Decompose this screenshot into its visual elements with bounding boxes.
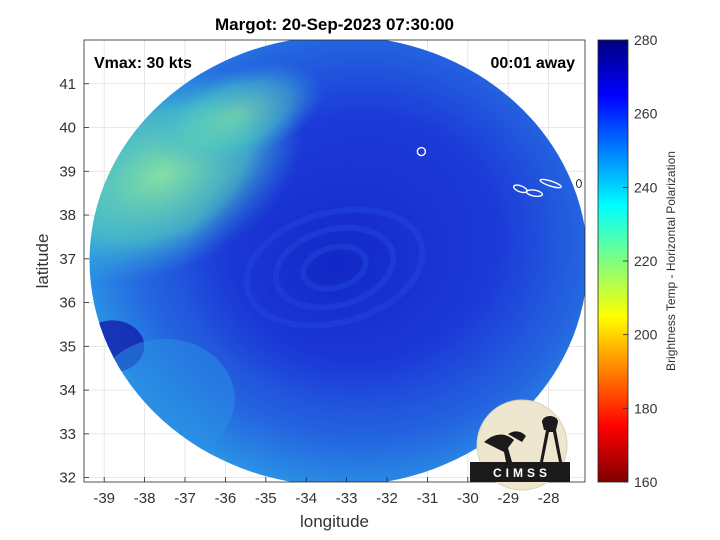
x-axis-label: longitude: [300, 512, 369, 531]
chart-title: Margot: 20-Sep-2023 07:30:00: [215, 15, 454, 34]
colorbar-tick-label: 260: [634, 106, 658, 122]
island-outline: [416, 146, 427, 157]
island-outline: [525, 189, 544, 198]
y-tick-label: 40: [59, 120, 76, 137]
logo-text: CIMSS: [493, 466, 551, 480]
island-outlines: [416, 146, 562, 198]
island-outline: [539, 178, 562, 189]
x-tick-label: -39: [93, 490, 115, 507]
x-tick-label: -29: [497, 490, 519, 507]
y-tick-label: 33: [59, 426, 76, 443]
colorbar-tick-label: 180: [634, 400, 658, 416]
x-tick-label: -28: [538, 490, 560, 507]
cold-core: [184, 137, 485, 398]
colorbar-tick-label: 280: [634, 32, 658, 48]
x-tick-label: -37: [174, 490, 196, 507]
brightness-temperature-swath: [89, 40, 585, 482]
spiral-band: [272, 224, 397, 311]
x-tick-label: -30: [457, 490, 479, 507]
y-tick-label: 35: [59, 338, 76, 355]
y-tick-label: 37: [59, 251, 76, 268]
island-outline: [575, 179, 582, 189]
y-axis-ticks: 32 33 34 35 36 37 38 39 40 41: [59, 76, 89, 487]
colorbar-tick-label: 160: [634, 474, 658, 490]
colorbar-tick-label: 220: [634, 253, 658, 269]
spiral-band: [300, 243, 369, 292]
y-tick-label: 39: [59, 163, 76, 180]
water-tower-icon: [540, 416, 562, 462]
plot-frame: [83, 39, 586, 483]
plot-area: -39 -38 -37 -36 -35 -34 -33 -32 -31 -30 -29 -28 323…: [59, 39, 586, 507]
time-away-annotation: 00:01 away: [490, 55, 575, 72]
x-tick-label: -36: [215, 490, 237, 507]
x-axis-ticks: -39 -38 -37 -36 -35 -34 -33 -32 -31 -30 -29 -28: [93, 477, 559, 507]
colorbar-ticks: 160 180 200 220 240 260 280: [623, 32, 658, 490]
y-tick-label: 32: [59, 470, 76, 487]
x-tick-label: -38: [134, 490, 156, 507]
cimss-logo: CIMSS: [470, 399, 570, 491]
satellite-dish-icon: [484, 431, 526, 462]
x-tick-label: -33: [336, 490, 358, 507]
x-tick-label: -35: [255, 490, 277, 507]
vmax-annotation: Vmax: 30 kts: [94, 55, 192, 72]
warm-region-north: [151, 62, 324, 167]
x-tick-label: -32: [376, 490, 398, 507]
y-axis-label: latitude: [33, 234, 52, 289]
colorbar: 160 180 200 220 240 260 280 Brightness Temp - …: [597, 32, 678, 490]
y-tick-label: 41: [59, 76, 76, 93]
y-tick-label: 36: [59, 295, 76, 312]
colorbar-label: Brightness Temp - Horizontal Polarizatio…: [664, 151, 678, 371]
colorbar-tick-label: 240: [634, 179, 658, 195]
x-tick-label: -34: [295, 490, 317, 507]
spiral-band: [243, 206, 426, 329]
y-tick-label: 38: [59, 207, 76, 224]
colorbar-tick-label: 200: [634, 327, 658, 343]
x-tick-label: -31: [417, 490, 439, 507]
spiral-bands: [243, 206, 426, 329]
island-outlines-outside: [575, 179, 582, 189]
logo-ground: [470, 462, 570, 482]
y-tick-label: 34: [59, 382, 76, 399]
